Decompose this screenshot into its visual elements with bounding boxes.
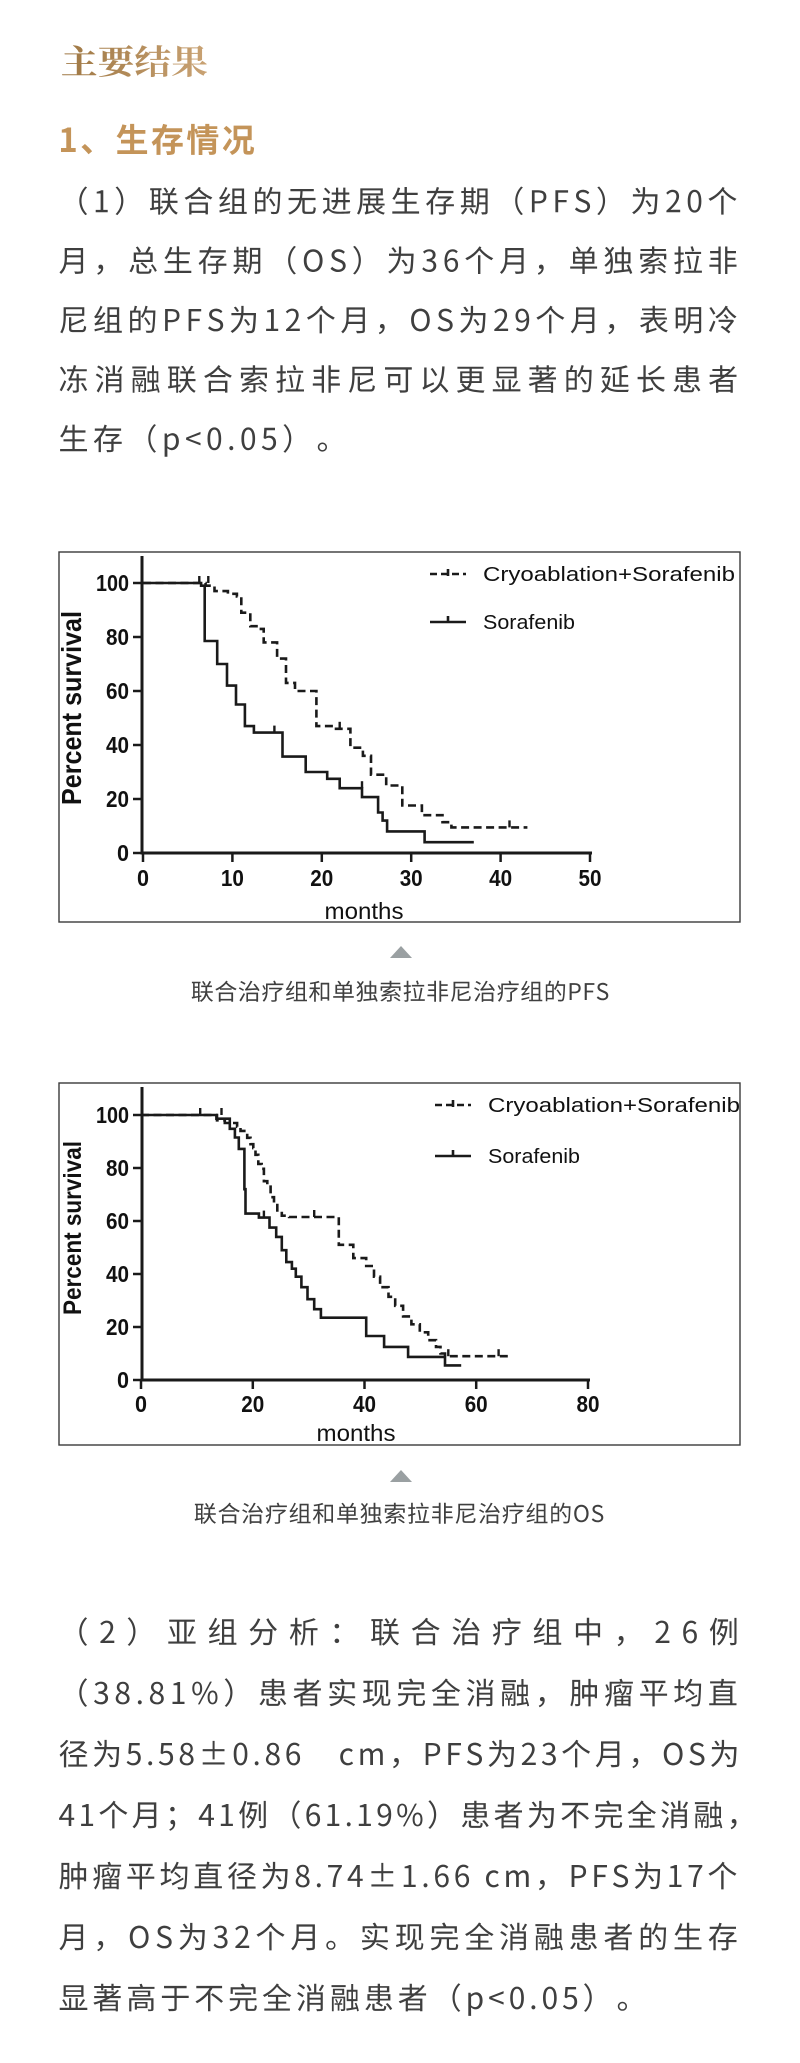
svg-text:months: months — [325, 898, 404, 924]
svg-text:20: 20 — [106, 786, 129, 812]
svg-text:20: 20 — [241, 1391, 264, 1417]
svg-text:50: 50 — [579, 865, 602, 891]
svg-text:Cryoablation+Sorafenib: Cryoablation+Sorafenib — [483, 564, 735, 586]
svg-text:100: 100 — [96, 1102, 129, 1128]
svg-text:60: 60 — [106, 1208, 129, 1234]
svg-text:40: 40 — [489, 865, 512, 891]
svg-text:0: 0 — [117, 840, 129, 866]
svg-text:80: 80 — [577, 1391, 600, 1417]
svg-text:Sorafenib: Sorafenib — [488, 1146, 580, 1168]
svg-text:20: 20 — [310, 865, 333, 891]
svg-text:0: 0 — [117, 1367, 129, 1393]
svg-text:60: 60 — [465, 1391, 488, 1417]
svg-text:Percent survival: Percent survival — [56, 611, 87, 805]
svg-text:0: 0 — [135, 1391, 147, 1417]
svg-text:Sorafenib: Sorafenib — [483, 612, 575, 634]
svg-text:100: 100 — [96, 570, 129, 596]
svg-text:40: 40 — [353, 1391, 376, 1417]
svg-text:60: 60 — [106, 678, 129, 704]
svg-text:20: 20 — [106, 1314, 129, 1340]
svg-text:Cryoablation+Sorafenib: Cryoablation+Sorafenib — [488, 1095, 740, 1117]
svg-text:10: 10 — [221, 865, 244, 891]
svg-text:80: 80 — [106, 1155, 129, 1181]
svg-text:0: 0 — [137, 865, 149, 891]
svg-text:months: months — [317, 1420, 396, 1446]
svg-text:80: 80 — [106, 624, 129, 650]
svg-text:30: 30 — [400, 865, 423, 891]
svg-text:Percent survival: Percent survival — [59, 1141, 87, 1315]
svg-text:40: 40 — [106, 732, 129, 758]
svg-text:40: 40 — [106, 1261, 129, 1287]
